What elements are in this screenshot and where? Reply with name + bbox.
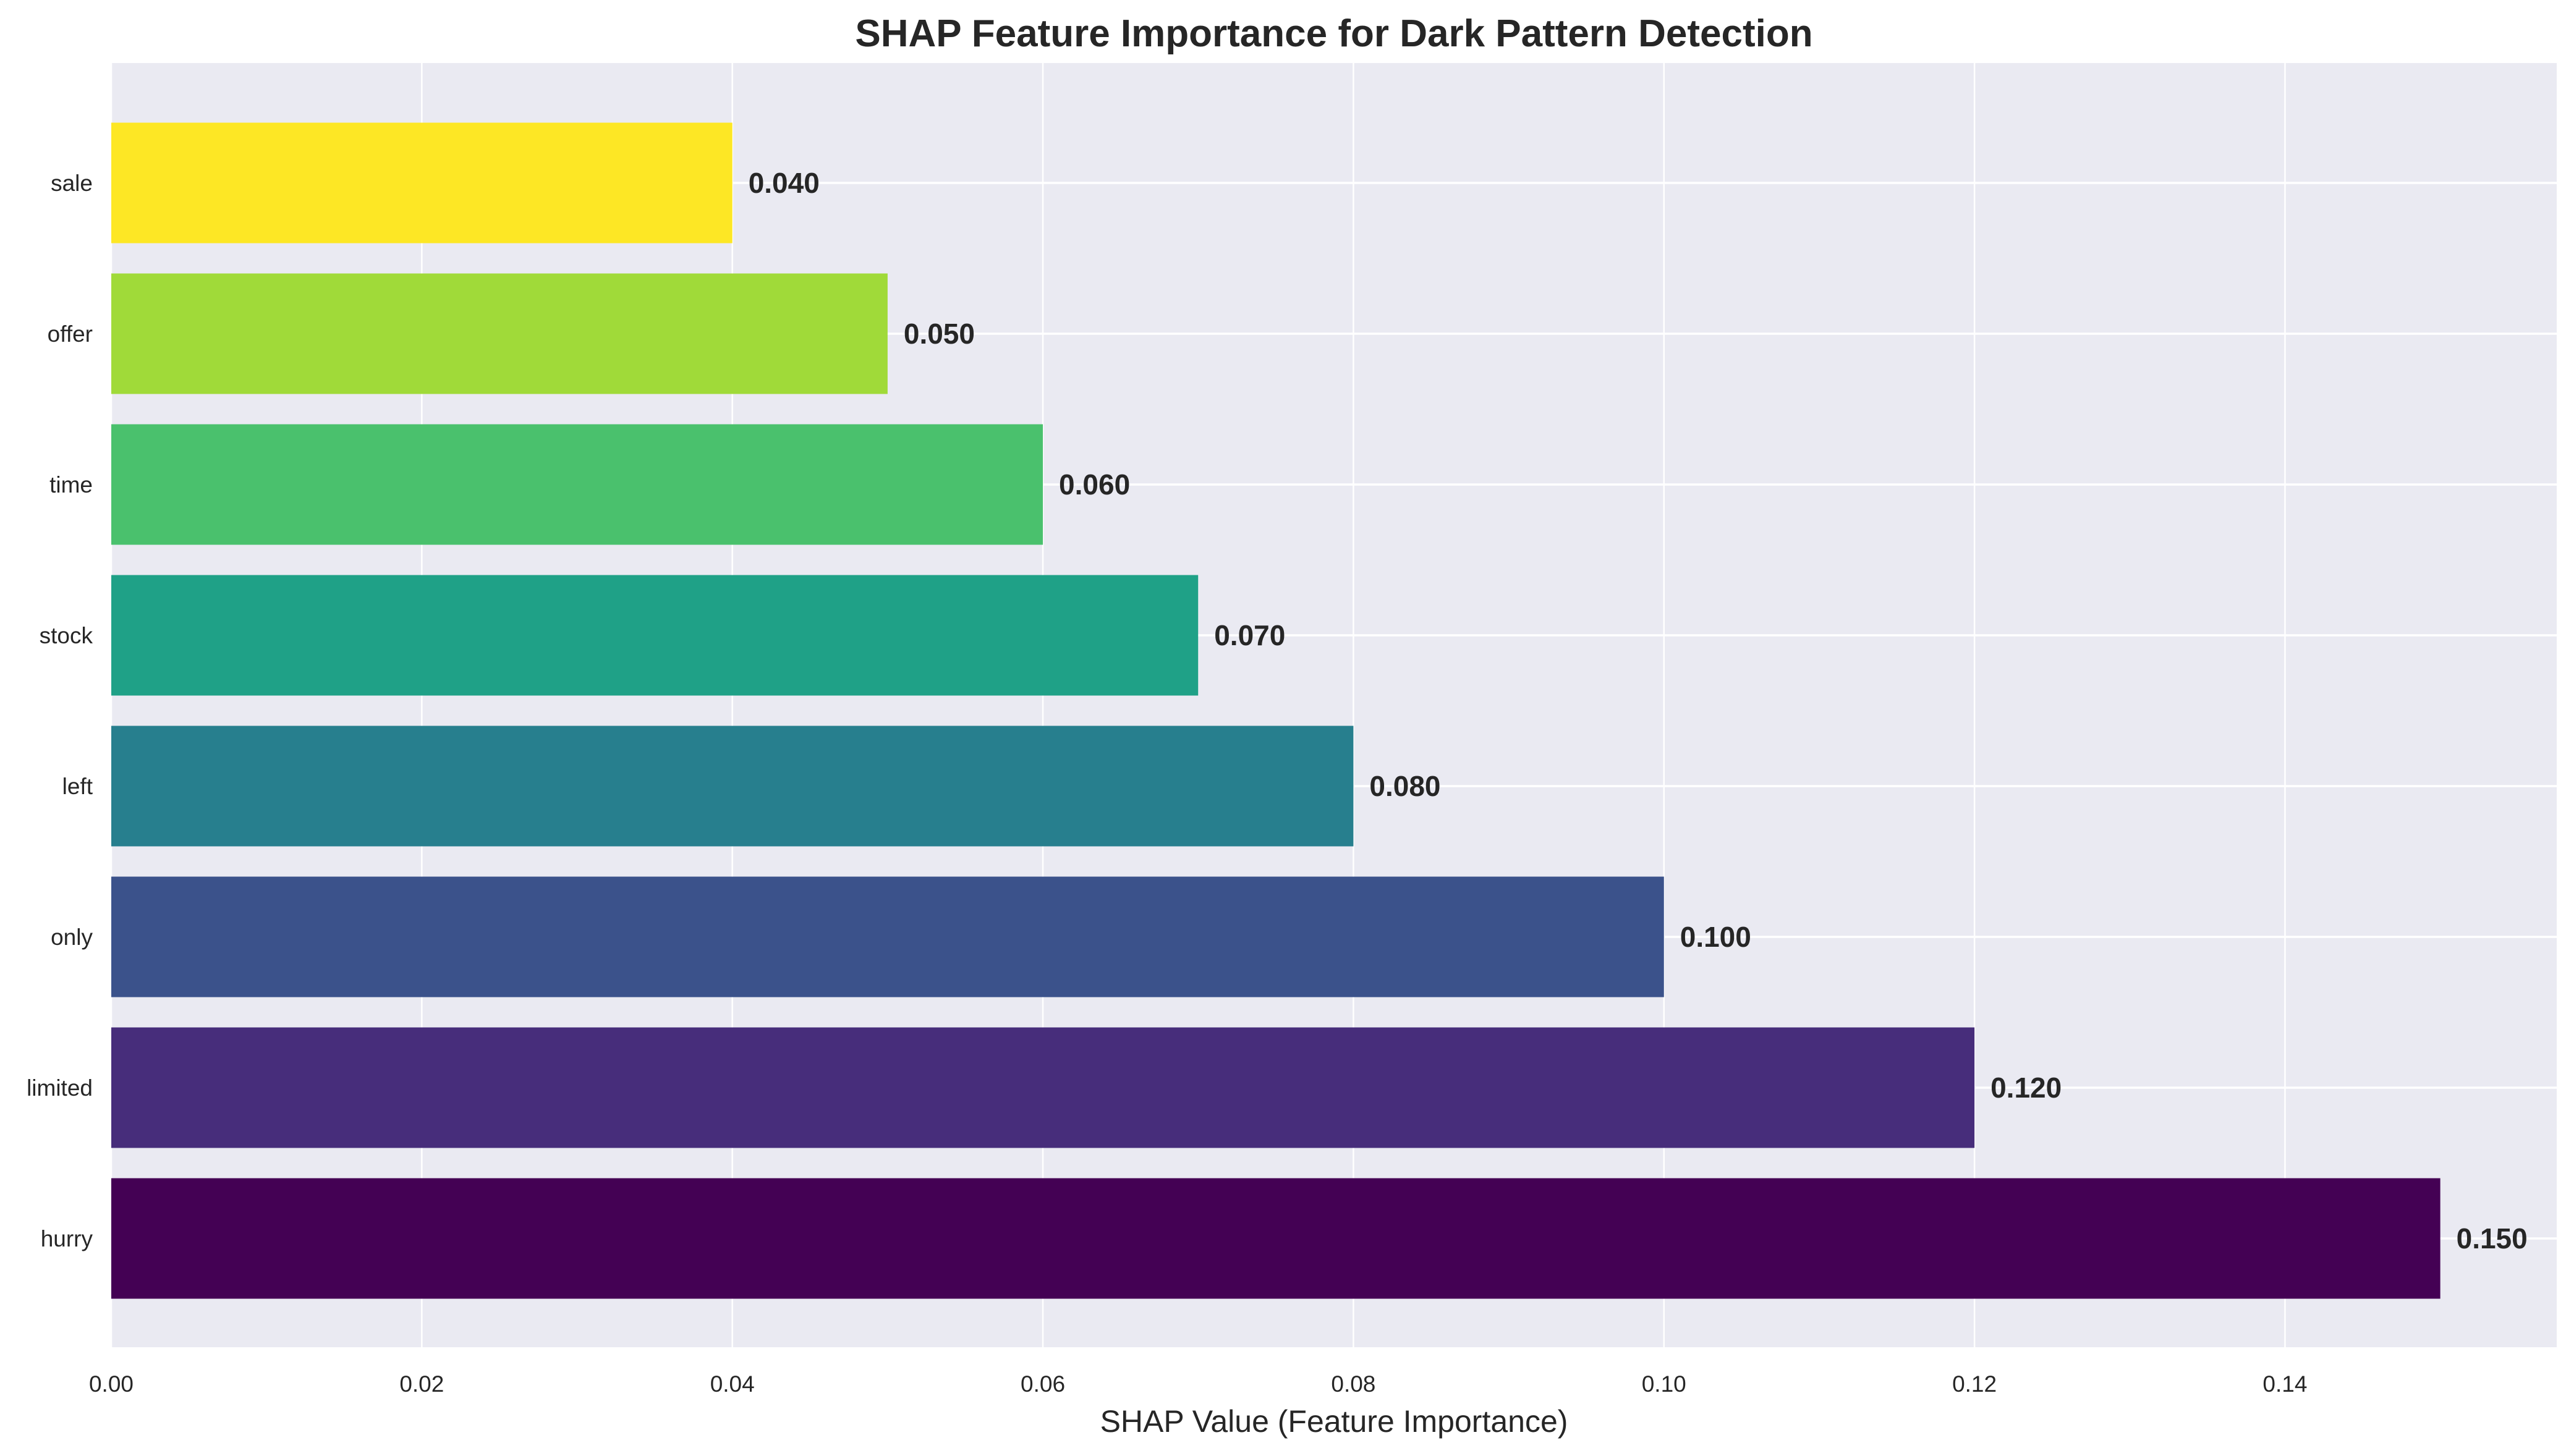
- y-tick-label-hurry: hurry: [41, 1226, 93, 1251]
- x-axis-label: SHAP Value (Feature Importance): [1100, 1404, 1568, 1439]
- bar-offer: [111, 273, 888, 394]
- x-tick-label: 0.06: [1021, 1371, 1065, 1397]
- y-tick-label-offer: offer: [48, 321, 93, 347]
- value-label-hurry: 0.150: [2457, 1222, 2528, 1255]
- x-tick-label: 0.02: [399, 1371, 444, 1397]
- value-label-limited: 0.120: [1990, 1072, 2062, 1104]
- x-tick-labels: 0.00 0.02 0.04 0.06 0.08 0.10 0.12 0.14: [89, 1371, 2307, 1397]
- bar-hurry: [111, 1178, 2441, 1299]
- bar-only: [111, 876, 1664, 997]
- chart-title: SHAP Feature Importance for Dark Pattern…: [855, 12, 1812, 55]
- value-label-offer: 0.050: [904, 318, 975, 350]
- bars: [111, 122, 2441, 1299]
- y-tick-label-limited: limited: [27, 1075, 93, 1101]
- plot-background: [111, 63, 2557, 1347]
- x-tick-label: 0.14: [2262, 1371, 2307, 1397]
- x-tick-label: 0.08: [1331, 1371, 1375, 1397]
- value-labels: 0.150 0.120 0.100 0.080 0.070 0.060 0.050 0.040: [749, 167, 2528, 1255]
- value-label-sale: 0.040: [749, 167, 820, 199]
- bar-limited: [111, 1027, 1975, 1148]
- bar-time: [111, 424, 1043, 545]
- x-tick-label: 0.00: [89, 1371, 134, 1397]
- y-tick-label-only: only: [51, 925, 93, 950]
- bar-left: [111, 726, 1354, 847]
- value-label-time: 0.060: [1059, 468, 1130, 501]
- x-tick-label: 0.12: [1952, 1371, 1997, 1397]
- bar-sale: [111, 122, 733, 243]
- x-tick-label: 0.10: [1642, 1371, 1686, 1397]
- y-tick-labels: hurry limited only left stock time offer sale: [27, 171, 93, 1251]
- y-tick-label-left: left: [62, 774, 93, 799]
- y-tick-label-time: time: [49, 472, 93, 497]
- y-tick-label-sale: sale: [51, 171, 93, 196]
- value-label-left: 0.080: [1369, 770, 1440, 802]
- x-tick-label: 0.04: [710, 1371, 755, 1397]
- value-label-stock: 0.070: [1214, 619, 1285, 651]
- bar-stock: [111, 575, 1199, 696]
- value-label-only: 0.100: [1680, 921, 1751, 953]
- y-tick-label-stock: stock: [40, 623, 93, 648]
